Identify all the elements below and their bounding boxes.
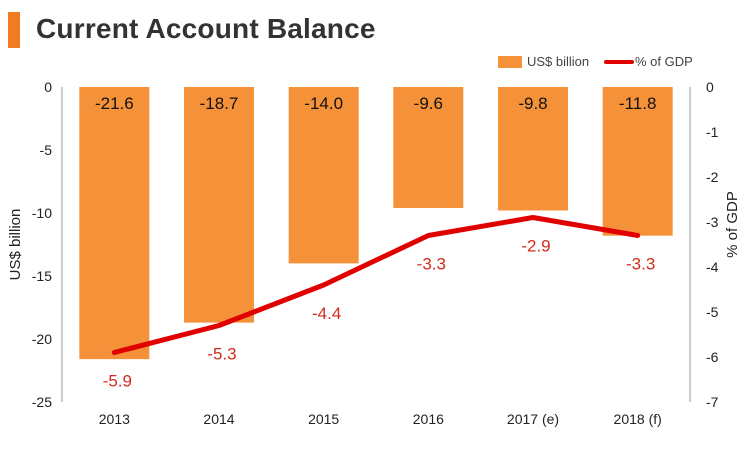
left-tick-label: 0 — [44, 79, 52, 95]
bar-value-label: -18.7 — [200, 94, 239, 113]
bar — [498, 87, 568, 211]
left-axis-title: US$ billion — [7, 209, 24, 281]
line-value-label: -5.9 — [103, 372, 132, 391]
right-axis-title: % of GDP — [724, 191, 741, 258]
category-label: 2018 (f) — [614, 411, 662, 427]
category-label: 2015 — [308, 411, 339, 427]
right-tick-label: -3 — [706, 214, 719, 230]
gdp-line — [111, 215, 641, 355]
right-tick-label: -1 — [706, 124, 719, 140]
line-value-label: -3.3 — [626, 255, 655, 274]
right-tick-label: -6 — [706, 349, 719, 365]
line-value-label: -3.3 — [417, 255, 446, 274]
category-label: 2016 — [413, 411, 444, 427]
line-value-label: -5.3 — [207, 345, 236, 364]
left-tick-label: -15 — [32, 268, 52, 284]
legend-line-label: % of GDP — [635, 54, 693, 69]
chart-title: Current Account Balance — [36, 13, 376, 44]
category-label: 2014 — [203, 411, 234, 427]
line-value-label: -4.4 — [312, 304, 341, 323]
bar-value-label: -9.6 — [414, 94, 443, 113]
line-value-label: -2.9 — [521, 237, 550, 256]
bar — [79, 87, 150, 360]
bar-value-label: -14.0 — [304, 94, 343, 113]
bar-value-label: -21.6 — [95, 94, 134, 113]
left-tick-label: -5 — [40, 142, 53, 158]
bar — [184, 87, 254, 323]
right-tick-label: -5 — [706, 304, 719, 320]
category-label: 2013 — [99, 411, 130, 427]
right-tick-label: 0 — [706, 79, 714, 95]
bar — [602, 87, 673, 236]
left-tick-label: -20 — [32, 331, 52, 347]
right-tick-label: -2 — [706, 169, 719, 185]
left-tick-label: -25 — [32, 394, 52, 410]
bar — [288, 87, 359, 264]
category-label: 2017 (e) — [507, 411, 559, 427]
legend-bar-swatch — [498, 56, 522, 68]
bar-value-label: -11.8 — [619, 94, 657, 113]
left-tick-label: -10 — [32, 205, 52, 221]
title-accent-bar — [8, 12, 20, 48]
right-tick-label: -4 — [706, 259, 719, 275]
right-tick-label: -7 — [706, 394, 719, 410]
legend-bar-label: US$ billion — [527, 54, 589, 69]
bar-value-label: -9.8 — [518, 94, 547, 113]
bar — [393, 87, 464, 208]
